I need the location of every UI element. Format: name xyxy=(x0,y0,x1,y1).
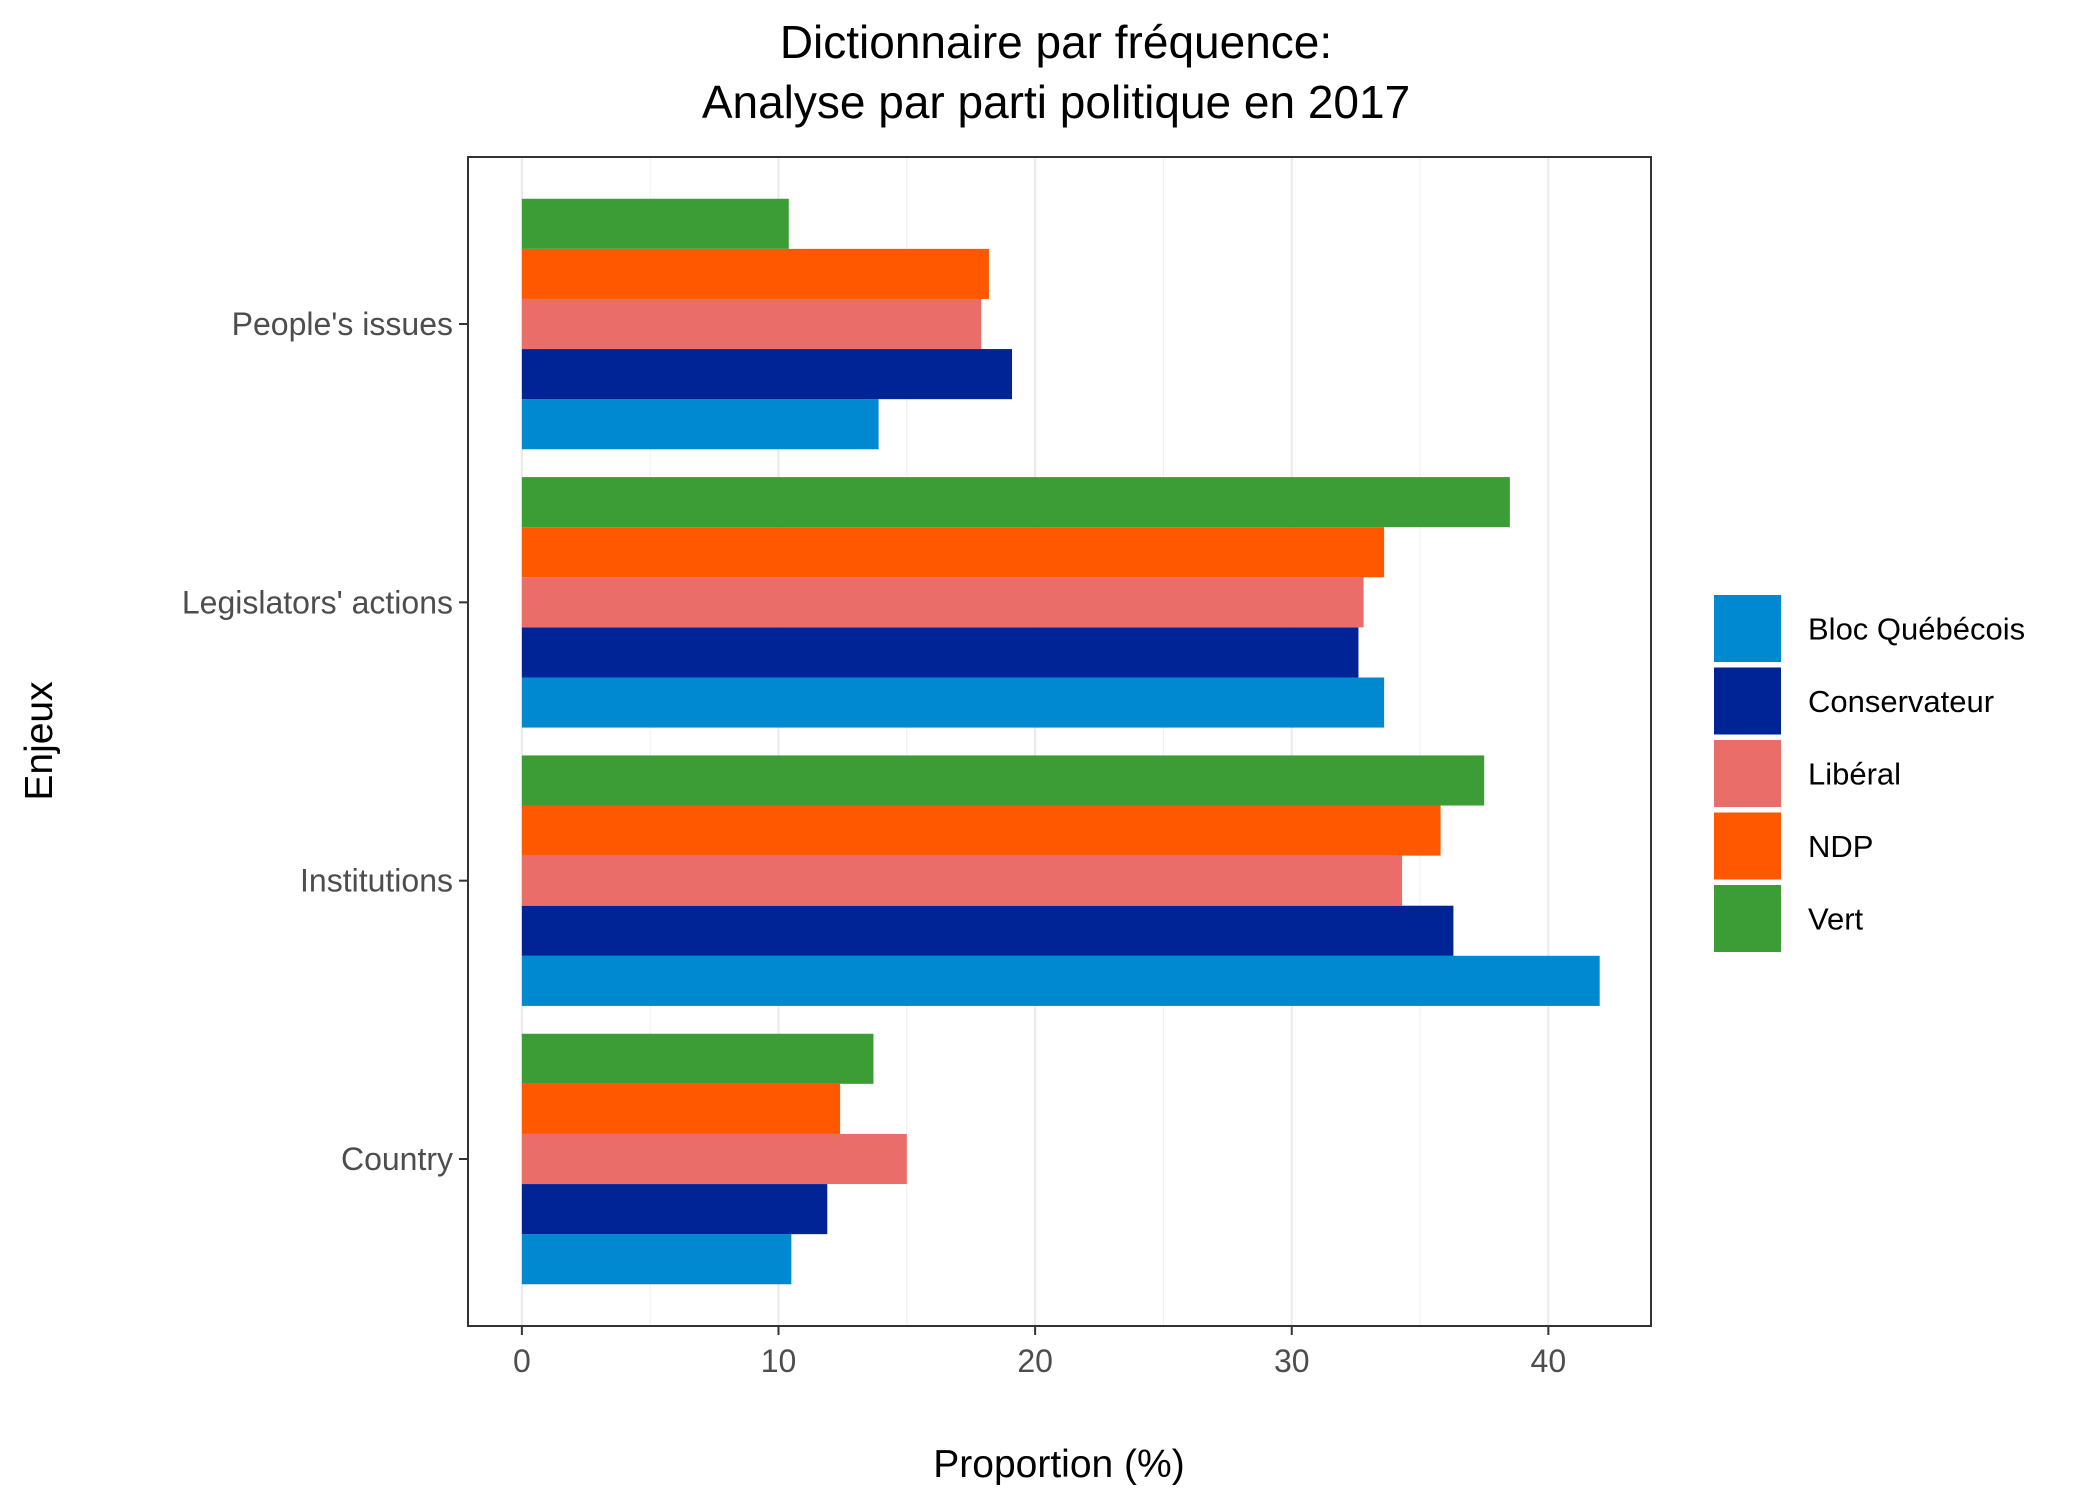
legend-label-bloc-quebecois: Bloc Québécois xyxy=(1808,612,2025,647)
bar-liberal-legislators-actions xyxy=(521,577,1364,628)
bar-conservateur-legislators-actions xyxy=(521,627,1359,678)
bar-conservateur-people-s-issues xyxy=(521,349,1013,400)
y-axis-title: Enjeux xyxy=(18,681,61,801)
legend-key-vert xyxy=(1714,885,1781,952)
legend-key-liberal xyxy=(1714,740,1781,807)
bar-vert-people-s-issues xyxy=(521,198,789,249)
y-axis: People's issues Legislators' actions Insti… xyxy=(182,306,468,1177)
legend-label-liberal: Libéral xyxy=(1808,757,1901,792)
bar-conservateur-institutions xyxy=(521,905,1454,956)
plot-panel xyxy=(467,156,1652,1327)
legend-key-ndp xyxy=(1714,812,1781,880)
chart-subtitle: Analyse par parti politique en 2017 xyxy=(702,76,1410,128)
bar-ndp-country xyxy=(521,1083,841,1134)
bars-layer xyxy=(521,198,1600,1285)
bar-ndp-legislators-actions xyxy=(521,527,1385,578)
x-tick-label: 40 xyxy=(1531,1343,1567,1379)
x-tick-label: 10 xyxy=(761,1343,797,1379)
chart-title: Dictionnaire par fréquence: xyxy=(780,16,1332,68)
bar-liberal-institutions xyxy=(521,855,1403,906)
bar-vert-legislators-actions xyxy=(521,477,1510,528)
y-tick-label-institutions: Institutions xyxy=(300,863,453,899)
x-axis: 0 10 20 30 40 xyxy=(513,1326,1566,1379)
x-tick-label: 30 xyxy=(1274,1343,1310,1379)
legend-label-vert: Vert xyxy=(1808,902,1864,937)
x-tick-label: 20 xyxy=(1017,1343,1053,1379)
bar-bloc-quebecois-country xyxy=(521,1234,792,1285)
x-axis-title: Proportion (%) xyxy=(933,1443,1184,1486)
bar-vert-country xyxy=(521,1033,874,1084)
legend: Bloc Québécois Conservateur Libéral NDP Vert xyxy=(1714,595,2025,952)
bar-ndp-people-s-issues xyxy=(521,248,989,299)
y-tick-label-legislators-actions: Legislators' actions xyxy=(182,584,453,620)
y-tick-label-people-s-issues: People's issues xyxy=(232,306,453,342)
bar-conservateur-country xyxy=(521,1184,828,1235)
legend-label-ndp: NDP xyxy=(1808,829,1873,864)
bar-vert-institutions xyxy=(521,755,1485,806)
bar-liberal-country xyxy=(521,1133,907,1185)
bar-bloc-quebecois-institutions xyxy=(521,955,1600,1006)
legend-key-bloc-quebecois xyxy=(1714,595,1781,662)
bar-ndp-institutions xyxy=(521,805,1441,856)
plot-border xyxy=(467,156,1652,1327)
bar-bloc-quebecois-legislators-actions xyxy=(521,677,1385,728)
y-tick-label-country: Country xyxy=(341,1141,453,1177)
legend-key-conservateur xyxy=(1714,667,1781,735)
bar-bloc-quebecois-people-s-issues xyxy=(521,399,879,450)
bar-liberal-people-s-issues xyxy=(521,298,982,350)
legend-label-conservateur: Conservateur xyxy=(1808,684,1994,719)
x-tick-label: 0 xyxy=(513,1343,531,1379)
